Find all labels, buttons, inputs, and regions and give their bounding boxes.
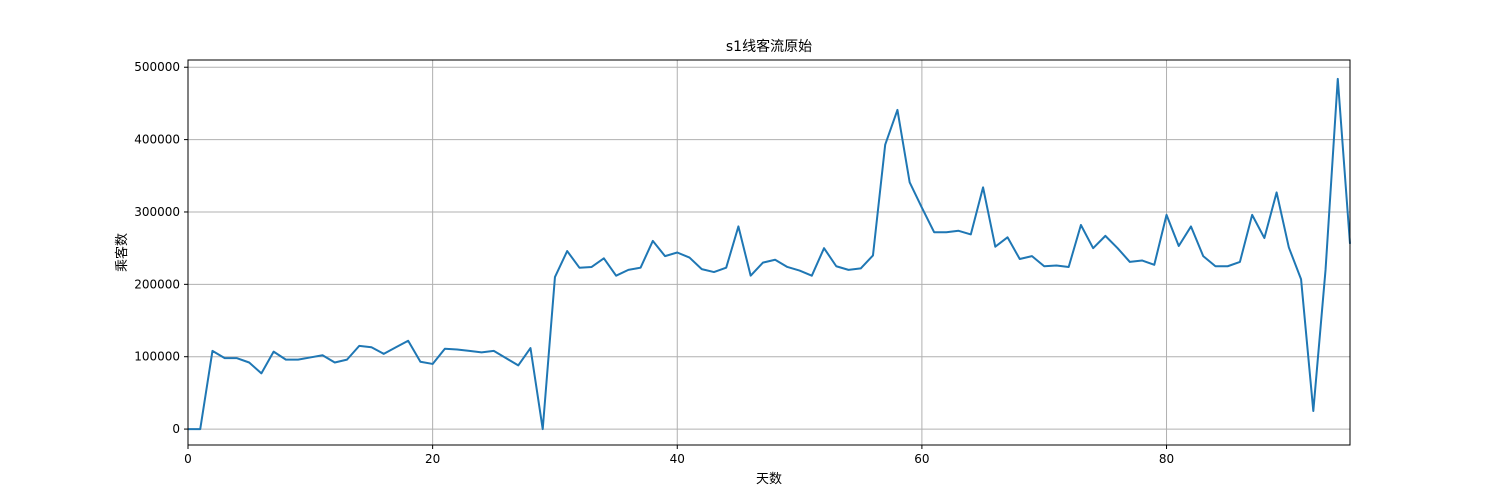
series-line xyxy=(188,79,1350,429)
y-tick-label: 400000 xyxy=(134,133,180,147)
x-tick-label: 0 xyxy=(184,452,192,466)
x-tick-label: 80 xyxy=(1159,452,1174,466)
grid-lines xyxy=(188,60,1350,445)
series-layer xyxy=(188,79,1350,429)
y-tick-label: 100000 xyxy=(134,350,180,364)
y-tick-label: 0 xyxy=(172,422,180,436)
axis-ticks: 0 20 40 60 80 0 100000 200000 300000 400000 500000 xyxy=(134,60,1174,466)
x-axis-title: 天数 xyxy=(756,472,782,487)
x-tick-label: 20 xyxy=(425,452,440,466)
x-tick-label: 40 xyxy=(670,452,685,466)
y-tick-label: 200000 xyxy=(134,277,180,291)
y-tick-label: 500000 xyxy=(134,60,180,74)
chart-title: s1线客流原始 xyxy=(726,38,812,55)
y-axis-title: 乘客数 xyxy=(114,233,130,272)
x-tick-label: 60 xyxy=(914,452,929,466)
plot-frame xyxy=(188,60,1350,445)
y-tick-label: 300000 xyxy=(134,205,180,219)
